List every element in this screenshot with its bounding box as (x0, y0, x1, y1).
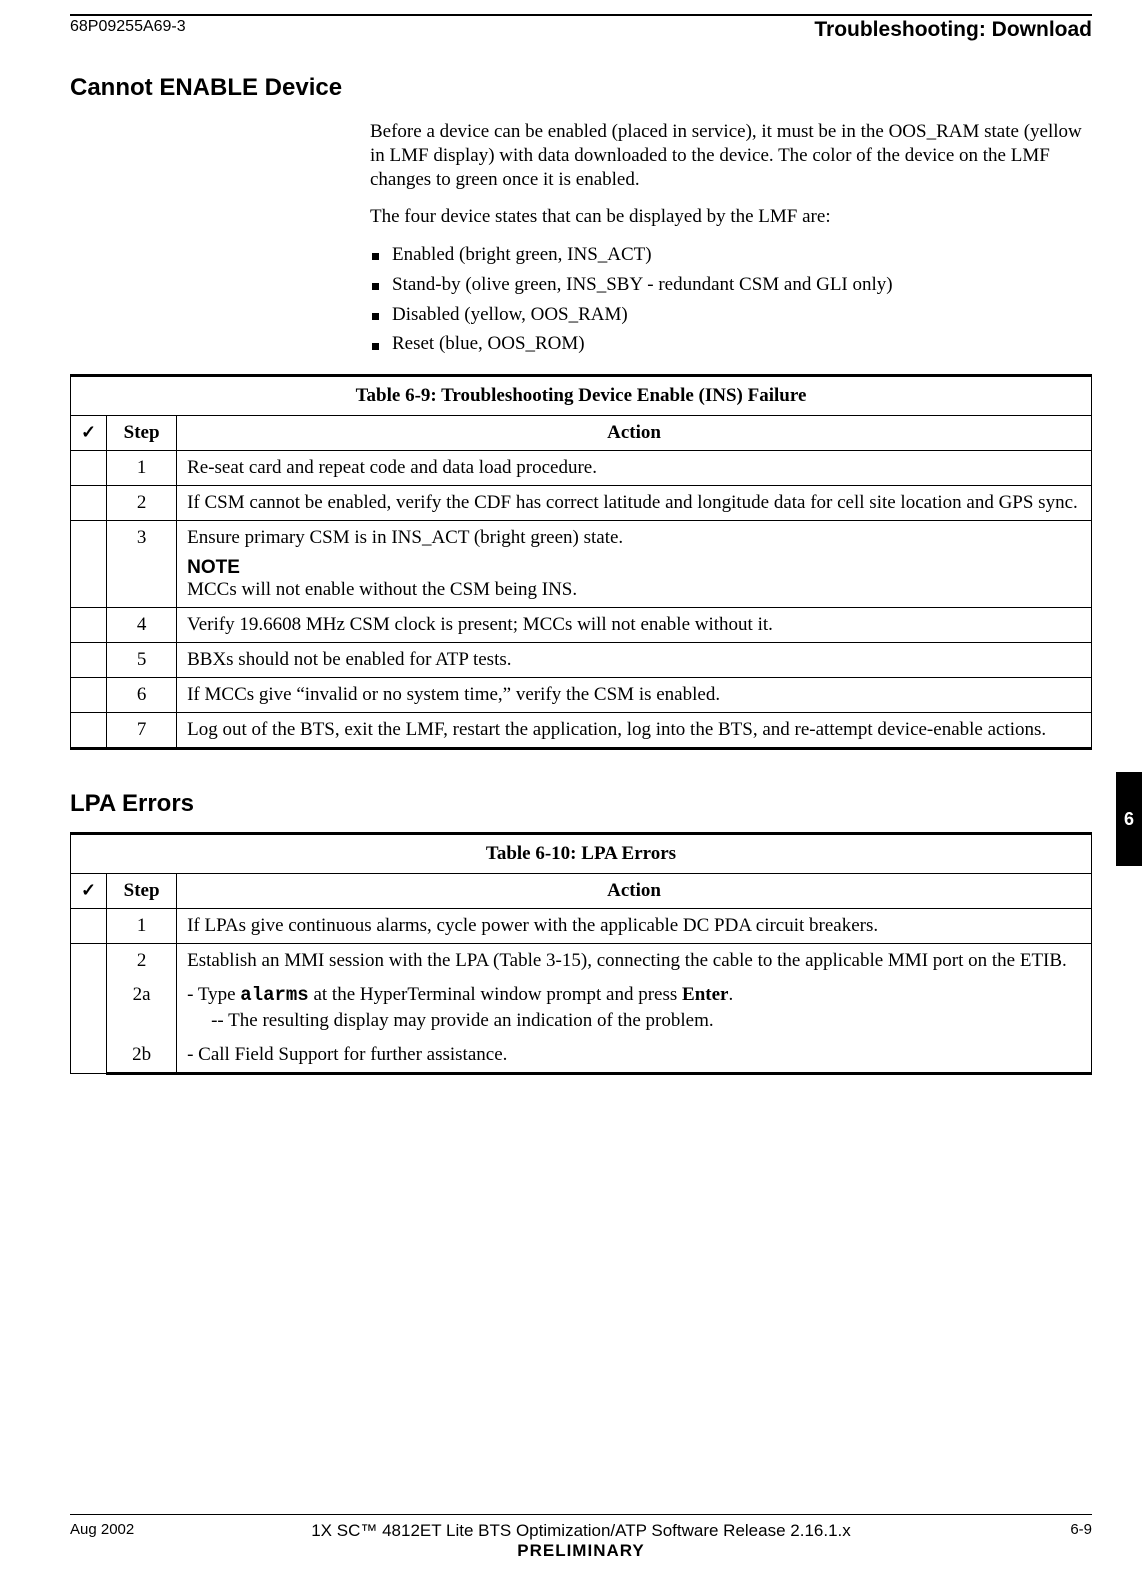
table-device-enable-failure: Table 6-9: Troubleshooting Device Enable… (70, 374, 1092, 750)
table-title: LPA Errors (577, 843, 677, 864)
body-paragraph: Before a device can be enabled (placed i… (370, 120, 1092, 191)
table-row: 2 Establish an MMI session with the LPA … (71, 944, 1092, 979)
action-cell: If MCCs give “invalid or no system time,… (177, 678, 1092, 713)
table-lpa-errors: Table 6-10: LPA Errors ✓ Step Action 1 I… (70, 832, 1092, 1075)
table-row: 4 Verify 19.6608 MHz CSM clock is presen… (71, 608, 1092, 643)
chapter-number: 6 (1116, 804, 1142, 834)
step-cell: 5 (107, 643, 177, 678)
chapter-side-tab: 6 (1116, 772, 1142, 866)
action-column-header: Action (177, 416, 1092, 451)
section-heading-lpa-errors: LPA Errors (70, 790, 1092, 818)
step-column-header: Step (107, 416, 177, 451)
table-title: Troubleshooting Device Enable (INS) Fail… (437, 385, 807, 406)
table-row: 5 BBXs should not be enabled for ATP tes… (71, 643, 1092, 678)
list-item: Enabled (bright green, INS_ACT) (370, 243, 1092, 267)
table-row: 1 Re-seat card and repeat code and data … (71, 451, 1092, 486)
action-cell: If LPAs give continuous alarms, cycle po… (177, 909, 1092, 944)
action-cell: Establish an MMI session with the LPA (T… (177, 944, 1092, 979)
table-row: 6 If MCCs give “invalid or no system tim… (71, 678, 1092, 713)
section-heading-cannot-enable: Cannot ENABLE Device (70, 74, 1092, 102)
page-title: Troubleshooting: Download (814, 18, 1092, 42)
table-row: 2 If CSM cannot be enabled, verify the C… (71, 486, 1092, 521)
action-column-header: Action (177, 874, 1092, 909)
check-column-header: ✓ (81, 880, 96, 901)
table-row: 1 If LPAs give continuous alarms, cycle … (71, 909, 1092, 944)
step-cell: 2a (107, 978, 177, 1038)
table-row: 2b - Call Field Support for further assi… (71, 1038, 1092, 1074)
step-cell: 1 (107, 451, 177, 486)
action-cell: - Call Field Support for further assista… (177, 1038, 1092, 1074)
action-cell: Re-seat card and repeat code and data lo… (177, 451, 1092, 486)
table-number: Table 6-9: (356, 385, 437, 406)
step-cell: 7 (107, 713, 177, 749)
sub-action: -- The resulting display may provide an … (187, 1010, 1081, 1032)
table-row: 2a - Type alarms at the HyperTerminal wi… (71, 978, 1092, 1038)
step-cell: 1 (107, 909, 177, 944)
table-number: Table 6-10: (486, 843, 577, 864)
step-cell: 2 (107, 944, 177, 979)
step-cell: 2b (107, 1038, 177, 1074)
note-label: NOTE (187, 557, 240, 578)
list-item: Stand-by (olive green, INS_SBY - redunda… (370, 273, 1092, 297)
step-cell: 3 (107, 521, 177, 608)
footer-preliminary: PRELIMINARY (70, 1541, 1092, 1561)
list-item: Disabled (yellow, OOS_RAM) (370, 303, 1092, 327)
action-cell: Log out of the BTS, exit the LMF, restar… (177, 713, 1092, 749)
action-cell: - Type alarms at the HyperTerminal windo… (177, 978, 1092, 1038)
body-paragraph: The four device states that can be displ… (370, 205, 1092, 229)
action-cell: Ensure primary CSM is in INS_ACT (bright… (177, 521, 1092, 608)
table-row: 3 Ensure primary CSM is in INS_ACT (brig… (71, 521, 1092, 608)
step-column-header: Step (107, 874, 177, 909)
step-cell: 2 (107, 486, 177, 521)
step-cell: 4 (107, 608, 177, 643)
list-item: Reset (blue, OOS_ROM) (370, 332, 1092, 356)
action-cell: Verify 19.6608 MHz CSM clock is present;… (177, 608, 1092, 643)
step-cell: 6 (107, 678, 177, 713)
table-row: 7 Log out of the BTS, exit the LMF, rest… (71, 713, 1092, 749)
check-column-header: ✓ (81, 422, 96, 443)
note-body: MCCs will not enable without the CSM bei… (187, 579, 1081, 601)
doc-number: 68P09255A69-3 (70, 18, 186, 42)
footer-title: 1X SC™ 4812ET Lite BTS Optimization/ATP … (311, 1521, 851, 1540)
action-cell: If CSM cannot be enabled, verify the CDF… (177, 486, 1092, 521)
action-cell: BBXs should not be enabled for ATP tests… (177, 643, 1092, 678)
